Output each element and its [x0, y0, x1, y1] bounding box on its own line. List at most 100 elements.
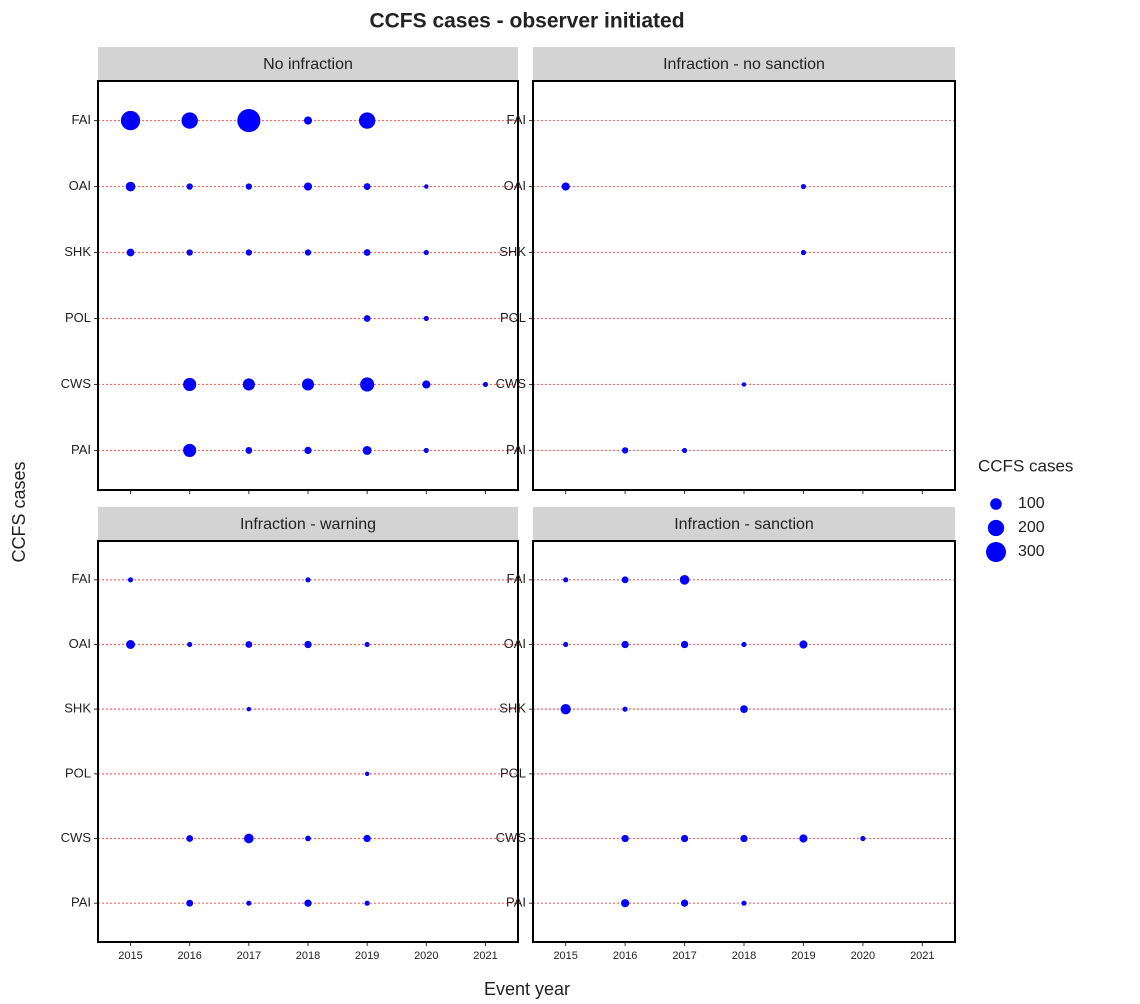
x-tick-label: 2020: [851, 950, 875, 962]
legend-key: [987, 519, 1005, 537]
bubble: [242, 378, 255, 391]
facet-title: No infraction: [263, 56, 353, 73]
bubble: [183, 377, 197, 392]
bubble: [621, 899, 630, 908]
bubble: [740, 834, 748, 843]
panel-border: [97, 80, 519, 491]
bubble: [741, 900, 747, 906]
bubble: [741, 382, 747, 387]
panel-border: [97, 540, 519, 943]
bubble: [245, 447, 253, 454]
bubble: [125, 181, 136, 192]
bubble: [560, 703, 571, 715]
y-tick-label: POL: [65, 765, 91, 780]
x-tick-label: 2019: [791, 950, 815, 962]
bubble: [305, 577, 311, 583]
panel-border: [532, 540, 956, 943]
x-tick-label: 2016: [613, 950, 637, 962]
bubble: [360, 377, 375, 392]
bubble: [246, 706, 252, 712]
y-tick-label: CWS: [496, 376, 527, 391]
bubble: [126, 640, 136, 649]
bubble: [245, 183, 253, 190]
bubble: [800, 249, 807, 256]
bubble: [303, 116, 313, 125]
x-tick-label: 2021: [910, 950, 934, 962]
y-tick-label: OAI: [504, 636, 526, 651]
legend-key: [990, 498, 1002, 510]
bubble: [305, 835, 311, 842]
bubble: [245, 641, 253, 648]
bubble: [186, 835, 194, 842]
bubble: [679, 574, 690, 585]
bubble: [364, 900, 370, 906]
bubble: [422, 380, 431, 389]
y-tick-label: SHK: [499, 701, 526, 716]
y-tick-label: FAI: [71, 112, 91, 127]
bubble: [186, 899, 194, 907]
bubble: [304, 640, 312, 649]
panel-border: [532, 80, 956, 491]
y-tick-label: CWS: [61, 830, 92, 845]
bubble: [245, 249, 253, 256]
x-tick-label: 2020: [414, 950, 438, 962]
bubble: [186, 249, 193, 256]
bubble: [799, 640, 808, 649]
legend-title: CCFS cases: [978, 456, 1073, 475]
bubble: [127, 577, 134, 583]
bubble: [621, 640, 629, 649]
y-tick-label: SHK: [499, 244, 526, 259]
bubble: [621, 576, 629, 584]
bubble: [187, 641, 193, 648]
bubble: [303, 182, 313, 191]
x-tick-label: 2018: [296, 950, 320, 962]
bubble: [681, 447, 688, 454]
y-tick-label: FAI: [506, 571, 526, 586]
bubble: [364, 641, 370, 648]
y-tick-label: CWS: [496, 830, 527, 845]
y-tick-label: PAI: [71, 895, 91, 910]
y-tick-label: CWS: [61, 376, 92, 391]
x-tick-label: 2019: [355, 950, 379, 962]
bubble: [680, 834, 689, 843]
y-tick-label: PAI: [506, 442, 526, 457]
y-axis-label: CCFS cases: [9, 461, 29, 562]
bubble: [800, 183, 807, 190]
bubble: [186, 183, 193, 190]
bubble: [304, 446, 312, 455]
bubble: [363, 249, 371, 256]
facet-title: Infraction - no sanction: [663, 56, 825, 73]
bubble: [622, 706, 628, 712]
bubble: [246, 900, 252, 906]
bubble: [423, 447, 429, 454]
x-tick-label: 2016: [177, 950, 201, 962]
bubble: [304, 899, 312, 907]
bubble: [621, 834, 629, 843]
bubble: [740, 705, 748, 714]
x-tick-label: 2021: [473, 950, 497, 962]
x-tick-label: 2015: [118, 950, 142, 962]
bubble: [424, 184, 429, 189]
legend-label: 300: [1018, 543, 1045, 560]
bubble: [301, 378, 315, 391]
y-tick-label: SHK: [64, 701, 91, 716]
y-tick-label: POL: [65, 310, 91, 325]
bubble: [363, 183, 371, 190]
bubble: [741, 641, 747, 648]
bubble: [423, 249, 429, 256]
facet-strip: [98, 47, 518, 81]
bubble: [860, 835, 866, 842]
x-tick-label: 2017: [672, 950, 696, 962]
legend-label: 200: [1018, 519, 1045, 536]
bubble: [363, 315, 371, 322]
bubble: [237, 109, 261, 133]
y-tick-label: SHK: [64, 244, 91, 259]
bubble: [680, 899, 689, 907]
facet-strip: [98, 507, 518, 541]
y-tick-label: OAI: [69, 178, 91, 193]
facet-strip: [533, 507, 955, 541]
bubble: [181, 112, 198, 129]
bubble: [561, 182, 570, 191]
legend-label: 100: [1018, 495, 1045, 512]
y-tick-label: FAI: [506, 112, 526, 127]
